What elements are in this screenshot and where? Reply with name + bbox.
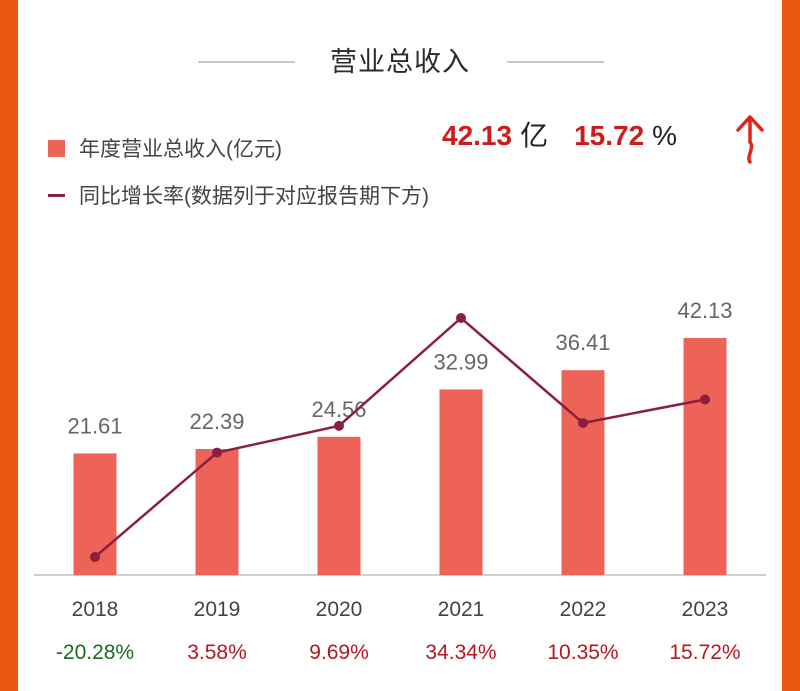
growth-point [334, 420, 344, 431]
up-arrow-icon [736, 115, 764, 164]
bar-value-label: 32.99 [433, 349, 488, 374]
kpi-summary: 42.13 亿 15.72 % [442, 114, 677, 154]
x-tick-label: 2019 [194, 598, 241, 621]
x-tick-label: 2021 [438, 598, 485, 621]
legend-bar-label: 年度营业总收入(亿元) [79, 138, 282, 161]
bar [683, 338, 727, 575]
growth-point [700, 394, 710, 405]
growth-line [94, 316, 706, 558]
bar [439, 389, 483, 575]
bar [317, 436, 361, 575]
kpi-revenue-value: 42.13 [442, 120, 513, 151]
x-tick-label: 2022 [560, 598, 607, 621]
x-tick-label: 2018 [72, 598, 119, 621]
title-divider-right [507, 61, 604, 63]
bar [561, 370, 605, 575]
x-tick-label: 2020 [316, 598, 363, 621]
growth-rate-label: 10.35% [547, 641, 618, 664]
bar-value-label: 36.41 [555, 330, 610, 355]
growth-point [90, 552, 100, 562]
chart-title: 营业总收入 [330, 47, 470, 77]
kpi-revenue-unit: 亿 [520, 120, 549, 151]
title-divider-left [198, 61, 295, 63]
growth-rate-label: 34.34% [425, 641, 496, 664]
bar-value-label: 22.39 [189, 409, 244, 434]
growth-rate-label: 3.58% [187, 641, 247, 664]
x-tick-label: 2023 [682, 598, 729, 621]
growth-point [578, 417, 588, 428]
growth-rate-label: -20.28% [56, 641, 134, 664]
legend-line-entry: 同比增长率(数据列于对应报告期下方) [48, 180, 429, 210]
growth-rate-label: 9.69% [309, 641, 369, 664]
growth-point [212, 447, 222, 458]
growth-rate-label: 15.72% [669, 641, 740, 664]
bar [195, 449, 239, 575]
legend-line-swatch [48, 193, 65, 197]
bar-value-label: 21.61 [67, 413, 122, 438]
growth-point [456, 313, 466, 323]
kpi-growth-value: 15.72 [574, 120, 645, 151]
legend-line-label: 同比增长率(数据列于对应报告期下方) [79, 185, 429, 208]
kpi-growth-unit: % [652, 120, 678, 151]
legend-bar-entry: 年度营业总收入(亿元) [48, 133, 282, 163]
bar-value-label: 42.13 [677, 298, 732, 323]
legend-bar-swatch [48, 139, 65, 157]
